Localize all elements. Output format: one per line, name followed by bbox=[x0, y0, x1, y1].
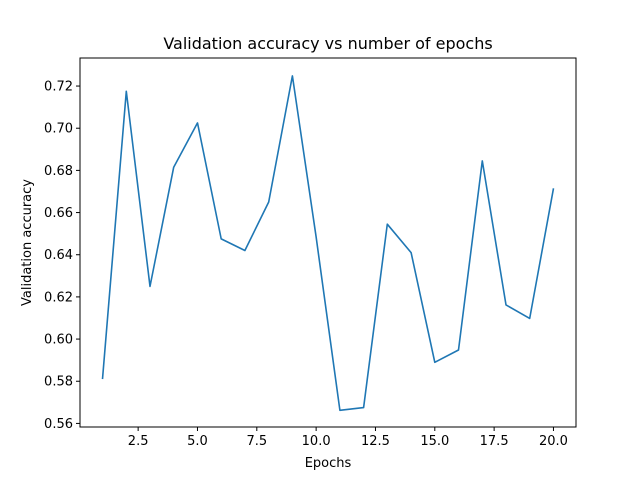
x-tick-label: 17.5 bbox=[480, 434, 509, 449]
y-tick-label: 0.70 bbox=[44, 122, 73, 137]
y-tick-label: 0.56 bbox=[44, 417, 73, 432]
y-tick-label: 0.62 bbox=[44, 290, 73, 305]
chart-title: Validation accuracy vs number of epochs bbox=[163, 34, 492, 53]
x-axis-label: Epochs bbox=[305, 456, 352, 471]
y-axis-label: Validation accuracy bbox=[20, 179, 35, 306]
y-tick-label: 0.64 bbox=[44, 248, 73, 263]
y-tick-label: 0.60 bbox=[44, 333, 73, 348]
x-tick-label: 12.5 bbox=[361, 434, 390, 449]
y-tick-label: 0.68 bbox=[44, 164, 73, 179]
y-tick-label: 0.72 bbox=[44, 80, 73, 95]
x-axis-ticks: 2.5 5.0 7.5 10.0 12.5 15.0 17.5 20.0 bbox=[128, 427, 568, 449]
series-line bbox=[101, 75, 555, 412]
x-tick-label: 10.0 bbox=[302, 434, 331, 449]
plot-frame bbox=[79, 57, 577, 428]
y-tick-label: 0.58 bbox=[44, 375, 73, 390]
series-layer bbox=[101, 75, 555, 412]
x-tick-label: 7.5 bbox=[246, 434, 267, 449]
x-tick-label: 5.0 bbox=[187, 434, 208, 449]
y-axis-ticks: 0.56 0.58 0.60 0.62 0.64 0.66 0.68 0.70 0.72 bbox=[44, 80, 80, 432]
x-tick-label: 15.0 bbox=[420, 434, 449, 449]
y-tick-label: 0.66 bbox=[44, 206, 73, 221]
x-tick-label: 20.0 bbox=[539, 434, 568, 449]
x-tick-label: 2.5 bbox=[128, 434, 149, 449]
